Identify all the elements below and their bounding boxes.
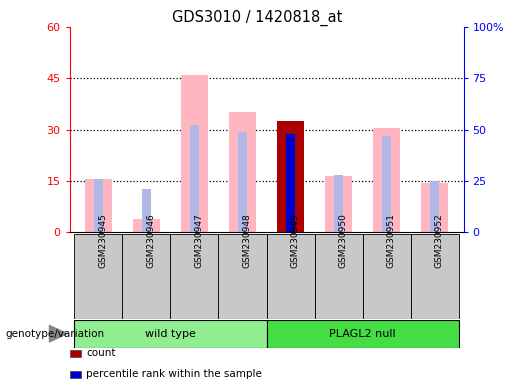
Bar <box>133 218 160 232</box>
Polygon shape <box>49 325 67 342</box>
Text: GSM230952: GSM230952 <box>435 213 444 268</box>
Bar <box>142 189 151 232</box>
Bar <box>410 234 459 319</box>
Bar <box>382 136 391 232</box>
Text: GSM230951: GSM230951 <box>387 213 396 268</box>
Bar <box>286 134 295 232</box>
Bar <box>94 179 103 232</box>
Text: GSM230949: GSM230949 <box>290 213 300 268</box>
Bar <box>267 320 459 348</box>
Text: genotype/variation: genotype/variation <box>5 329 104 339</box>
Bar <box>363 234 410 319</box>
Text: GSM230948: GSM230948 <box>243 213 251 268</box>
Bar <box>373 128 400 232</box>
Bar <box>430 181 439 232</box>
Text: GSM230946: GSM230946 <box>146 213 156 268</box>
Text: GSM230945: GSM230945 <box>98 213 107 268</box>
Bar <box>229 113 256 232</box>
Bar <box>218 234 267 319</box>
Bar <box>123 234 170 319</box>
Text: GDS3010 / 1420818_at: GDS3010 / 1420818_at <box>173 10 342 26</box>
Bar <box>315 234 363 319</box>
Bar <box>74 234 123 319</box>
Bar <box>74 320 267 348</box>
Bar <box>170 234 218 319</box>
Bar <box>85 179 112 232</box>
Bar <box>181 75 208 232</box>
Bar <box>325 176 352 232</box>
Bar <box>267 234 315 319</box>
Text: GSM230950: GSM230950 <box>338 213 348 268</box>
Bar <box>190 126 199 232</box>
Text: GSM230947: GSM230947 <box>195 213 203 268</box>
Bar <box>238 132 247 232</box>
Bar <box>421 183 448 232</box>
Bar <box>334 175 344 232</box>
Text: PLAGL2 null: PLAGL2 null <box>329 329 396 339</box>
Text: count: count <box>86 348 115 358</box>
Text: wild type: wild type <box>145 329 196 339</box>
Text: percentile rank within the sample: percentile rank within the sample <box>86 369 262 379</box>
Bar <box>277 121 304 232</box>
